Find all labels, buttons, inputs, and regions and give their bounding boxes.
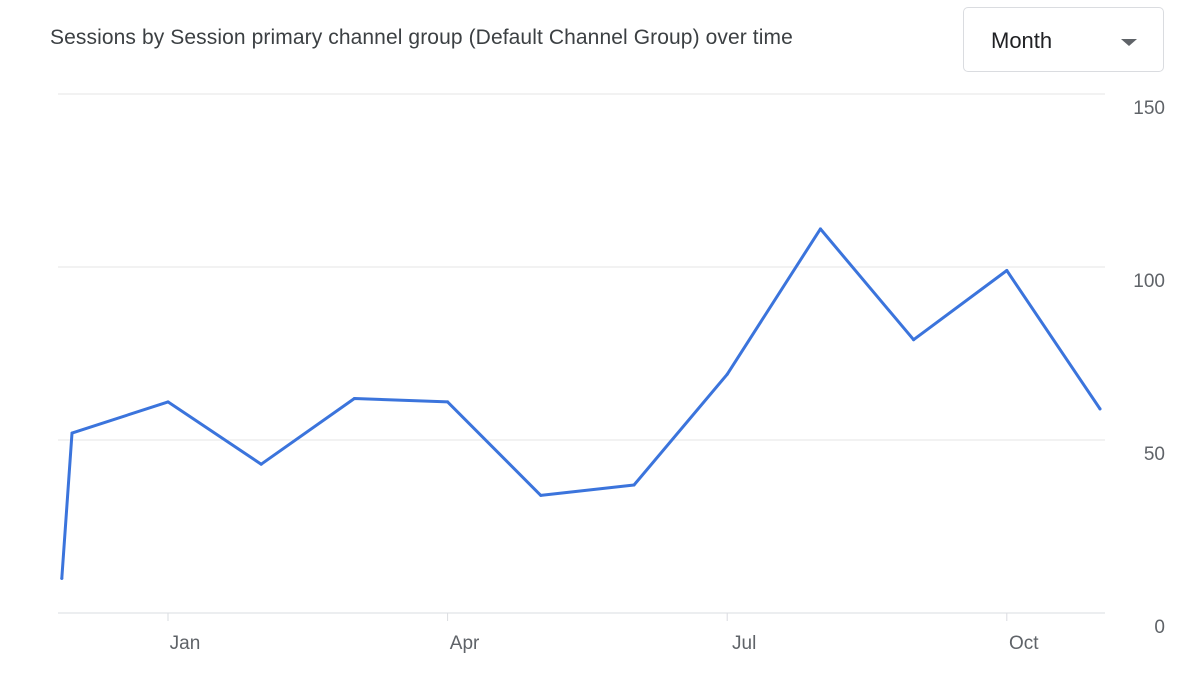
data-point[interactable]	[818, 227, 822, 231]
data-point[interactable]	[632, 483, 636, 487]
data-point[interactable]	[912, 338, 916, 342]
data-point[interactable]	[60, 576, 64, 580]
series-layer	[60, 227, 1102, 580]
data-point[interactable]	[725, 372, 729, 376]
data-point[interactable]	[1005, 269, 1009, 272]
y-tick-label-100: 100	[1133, 271, 1165, 292]
data-point[interactable]	[70, 431, 74, 435]
data-point[interactable]	[352, 397, 356, 400]
data-point[interactable]	[1098, 407, 1102, 411]
grid-lines	[58, 93, 1105, 614]
x-tick-label-jul: Jul	[732, 633, 756, 654]
y-tick-label-0: 0	[1154, 617, 1165, 638]
x-axis-ticks: Jan Apr Jul Oct	[167, 613, 1039, 654]
data-point[interactable]	[539, 493, 543, 497]
series-line-0	[60, 227, 1102, 580]
granularity-select[interactable]: Month	[963, 7, 1164, 72]
chevron-down-icon	[1121, 39, 1137, 46]
chart-title: Sessions by Session primary channel grou…	[50, 26, 793, 49]
x-tick-label-jan: Jan	[170, 633, 201, 654]
data-point[interactable]	[166, 400, 170, 404]
data-point[interactable]	[446, 400, 450, 404]
x-tick-label-oct: Oct	[1009, 633, 1039, 654]
x-tick-label-apr: Apr	[450, 633, 480, 654]
y-tick-label-150: 150	[1133, 98, 1165, 119]
y-axis-ticks: 0 50 100 150	[1133, 98, 1165, 638]
y-tick-label-50: 50	[1144, 444, 1165, 465]
data-point[interactable]	[259, 462, 263, 466]
granularity-select-value: Month	[991, 28, 1053, 53]
